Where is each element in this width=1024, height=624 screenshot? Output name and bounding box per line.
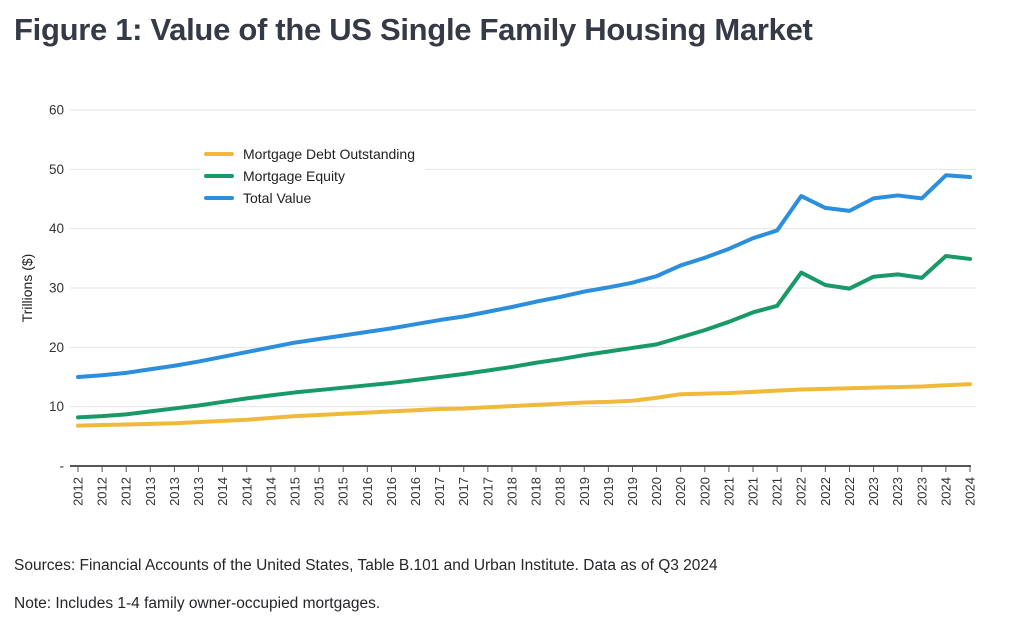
x-axis-tick-label: 2023 [914,477,929,506]
x-axis-tick-label: 2013 [167,477,182,506]
y-axis-tick-label: 30 [49,281,64,296]
x-axis-tick-label: 2012 [71,477,86,506]
x-axis-tick-label: 2014 [239,477,254,506]
x-axis-tick-label: 2021 [721,477,736,506]
x-axis-tick-label: 2024 [963,477,978,506]
x-axis-tick-label: 2016 [360,477,375,506]
x-axis-tick-label: 2016 [384,477,399,506]
y-axis-tick-label: 40 [49,221,64,236]
legend-item-mortgage-equity: Mortgage Equity [204,165,415,187]
x-axis-tick-label: 2022 [842,477,857,506]
y-axis-tick-label: 50 [49,162,64,177]
legend-swatch-mortgage-equity [204,173,234,179]
x-axis-tick-label: 2019 [577,477,592,506]
x-axis-tick-label: 2013 [143,477,158,506]
y-axis-tick-label: 20 [49,340,64,355]
x-axis-tick-label: 2012 [119,477,134,506]
legend-label-mortgage-equity: Mortgage Equity [243,168,345,184]
x-axis-tick-label: 2014 [215,477,230,506]
figure-title: Figure 1: Value of the US Single Family … [14,12,813,47]
x-axis-tick-label: 2014 [263,477,278,506]
legend-swatch-total-value [204,195,234,201]
x-axis-tick-label: 2015 [287,477,302,506]
x-axis-tick-label: 2021 [770,477,785,506]
y-axis-title: Trillions ($) [19,254,35,323]
x-axis-tick-label: 2015 [312,477,327,506]
x-axis-tick-label: 2017 [456,477,471,506]
sources-text: Sources: Financial Accounts of the Unite… [14,557,718,574]
series-line-total-value [76,173,972,379]
chart-legend: Mortgage Debt Outstanding Mortgage Equit… [200,141,425,211]
x-axis-tick-label: 2012 [95,477,110,506]
series-line-mortgage-equity [76,253,972,420]
legend-swatch-mortgage-debt-outstanding [204,151,234,157]
x-axis-tick-label: 2023 [866,477,881,506]
legend-item-mortgage-debt-outstanding: Mortgage Debt Outstanding [204,143,415,165]
x-axis-tick-label: 2020 [697,477,712,506]
series-line-mortgage-debt-outstanding [76,382,972,428]
y-axis-tick-label: 10 [49,399,64,414]
legend-label-total-value: Total Value [243,190,312,206]
x-axis-tick-label: 2020 [673,477,688,506]
y-axis-tick-label: - [60,459,65,474]
note-text: Note: Includes 1-4 family owner-occupied… [14,595,381,612]
x-axis-tick-label: 2020 [649,477,664,506]
x-axis-tick-label: 2021 [746,477,761,506]
x-axis-tick-label: 2018 [553,477,568,506]
x-axis-tick-label: 2022 [818,477,833,506]
x-axis-tick-label: 2019 [601,477,616,506]
legend-item-total-value: Total Value [204,187,415,209]
x-axis-tick-label: 2019 [625,477,640,506]
x-axis-tick-label: 2018 [529,477,544,506]
x-axis-tick-label: 2018 [504,477,519,506]
x-axis-tick-label: 2015 [336,477,351,506]
x-axis-tick-label: 2013 [191,477,206,506]
x-axis-tick-label: 2024 [938,477,953,506]
x-axis-tick-label: 2016 [408,477,423,506]
x-axis-tick-label: 2023 [890,477,905,506]
x-axis-tick-label: 2017 [480,477,495,506]
x-axis-tick-label: 2017 [432,477,447,506]
x-axis-tick-label: 2022 [794,477,809,506]
legend-label-mortgage-debt-outstanding: Mortgage Debt Outstanding [243,146,415,162]
y-axis-tick-label: 60 [49,103,64,118]
